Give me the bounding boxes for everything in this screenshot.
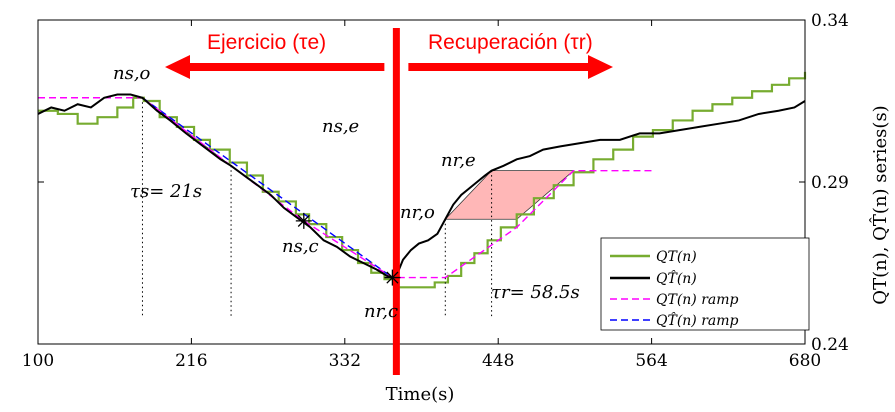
recovery-banner-label: Recuperación (τr) [428, 31, 593, 54]
markers [295, 212, 401, 286]
legend-label-qt-ramp: QT(n) ramp [656, 292, 739, 308]
series-qt-hat-ramp-line [142, 97, 393, 279]
legend-label-qt-hat: QT̂(n) [656, 269, 697, 287]
y-axis-label: QT(n), QT̂(n) series(s) [869, 105, 891, 304]
annotation-tau-r: τr= 58.5s [491, 282, 580, 303]
recovery-arrow [408, 55, 613, 79]
dotted-guide-lines [141, 97, 493, 318]
exercise-banner: Ejercicio (τe) [165, 31, 385, 79]
y-tick-label: 0.34 [811, 11, 849, 31]
annotation-tau-s: τs= 21s [130, 181, 202, 202]
legend: QT(n) QT̂(n) QT(n) ramp QT̂(n) ramp [600, 237, 810, 331]
legend-box [600, 237, 810, 331]
annotation-n-ro: nr,o [400, 202, 435, 223]
asterisk-marker-stroke [386, 271, 399, 284]
legend-label-qt: QT(n) [656, 249, 697, 265]
x-tick-label: 680 [789, 351, 821, 371]
recovery-banner: Recuperación (τr) [408, 31, 613, 79]
x-tick-label: 216 [175, 351, 207, 371]
x-axis-label: Time(s) [386, 384, 455, 405]
series-qt-line [38, 71, 807, 289]
x-tick-label: 564 [635, 351, 667, 371]
annotation-n-re: nr,e [441, 150, 476, 171]
x-tick-label: 448 [482, 351, 514, 371]
series-qt-hat-line [37, 93, 806, 279]
annotation-n-sc: ns,c [282, 236, 319, 257]
annotation-n-se: ns,e [322, 116, 359, 137]
annotation-n-rc: nr,c [364, 301, 398, 322]
annotation-n-so: ns,o [113, 63, 151, 84]
x-tick-label: 332 [329, 351, 361, 371]
exercise-arrow [165, 55, 385, 79]
asterisk-marker-stroke [297, 214, 310, 227]
y-tick-label: 0.29 [811, 173, 849, 193]
y-tick-label: 0.24 [811, 335, 849, 355]
legend-label-qt-hat-ramp: QT̂(n) ramp [656, 311, 739, 329]
x-tick-label: 100 [22, 351, 54, 371]
annotations: ns,o ns,e τs= 21s ns,c nr,c nr,o nr,e τr… [113, 63, 580, 322]
exercise-banner-label: Ejercicio (τe) [207, 31, 326, 54]
